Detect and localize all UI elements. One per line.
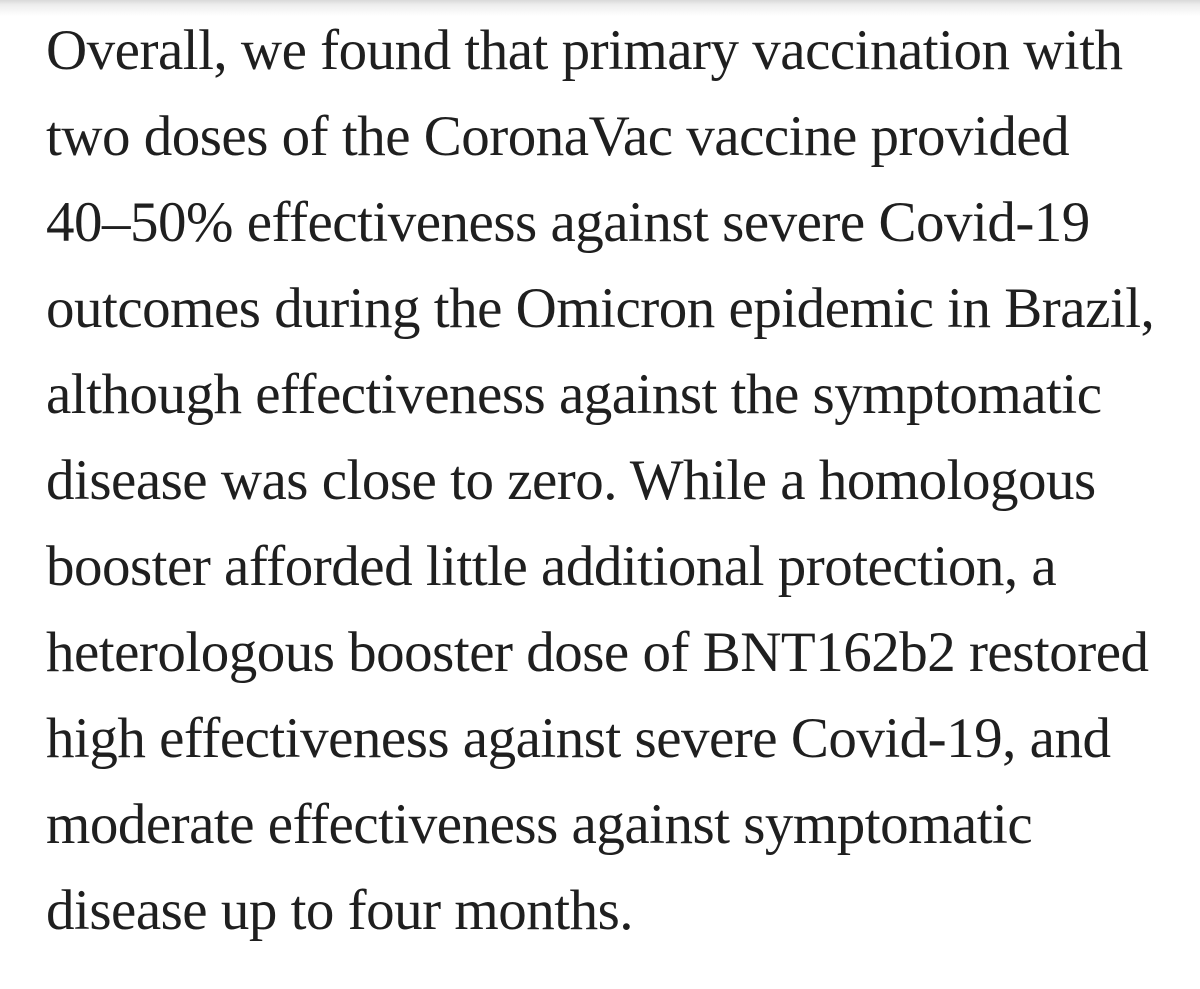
paragraph-line: disease was close to zero. While a homol… [46, 449, 1096, 512]
paragraph-line: disease up to four months. [46, 879, 634, 942]
paragraph-line: moderate effectiveness against symptomat… [46, 793, 1033, 856]
paragraph-line: two doses of the CoronaVac vaccine provi… [46, 105, 1070, 168]
paragraph-line: although effectiveness against the sympt… [46, 363, 1102, 426]
paragraph-line: high effectiveness against severe Covid-… [46, 707, 1111, 770]
paragraph-line: 40–50% effectiveness against severe Covi… [46, 191, 1090, 254]
article-excerpt: Overall, we found that primary vaccinati… [46, 8, 1200, 954]
abstract-paragraph: Overall, we found that primary vaccinati… [46, 8, 1200, 954]
paragraph-line: outcomes during the Omicron epidemic in … [46, 277, 1155, 340]
paragraph-line: booster afforded little additional prote… [46, 535, 1057, 598]
paragraph-line: heterologous booster dose of BNT162b2 re… [46, 621, 1149, 684]
paragraph-line: Overall, we found that primary vaccinati… [46, 19, 1123, 82]
